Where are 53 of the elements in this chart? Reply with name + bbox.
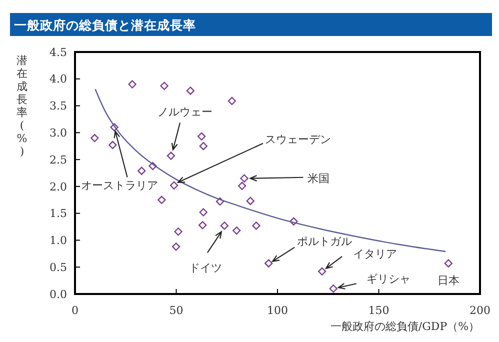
y-axis-title: 潜在成長率(%)	[16, 54, 28, 158]
point	[172, 242, 180, 251]
point	[232, 226, 241, 235]
annotation: 日本	[437, 274, 460, 288]
x-tick-label: 0	[72, 304, 78, 317]
point	[238, 182, 246, 190]
x-tick-label: 200	[470, 304, 490, 317]
point	[240, 174, 248, 182]
annotation: ポルトガル	[297, 235, 352, 248]
point	[246, 196, 254, 206]
annotation: オーストラリア	[80, 179, 158, 192]
point	[174, 228, 182, 236]
y-tick-label: 1.0	[50, 234, 67, 248]
annotation: ドイツ	[188, 262, 222, 275]
point	[318, 267, 326, 276]
annotation: ノルウェー	[157, 106, 212, 119]
point	[252, 222, 260, 230]
point	[90, 134, 99, 142]
point	[186, 86, 195, 95]
point	[329, 284, 338, 293]
annotation: イタリア	[353, 247, 398, 260]
y-tick-label: 3.5	[50, 100, 67, 113]
point	[166, 152, 176, 160]
point	[108, 140, 117, 150]
y-tick-label: 2.0	[50, 180, 67, 194]
y-tick-label: 4.0	[50, 72, 67, 86]
annotation: ギリシャ	[366, 272, 410, 286]
point	[220, 222, 229, 230]
point	[170, 181, 178, 190]
chart-title: 一般政府の総負債と潜在成長率	[14, 18, 196, 32]
point	[138, 166, 146, 175]
x-tick-label: 50	[169, 304, 184, 317]
point	[444, 259, 453, 268]
x-axis-title: 一般政府の総負債/GDP（%）	[330, 320, 480, 333]
y-tick-label: 4.5	[50, 46, 67, 59]
x-tick-label: 150	[368, 304, 390, 317]
point	[199, 208, 208, 216]
y-tick-label: 2.5	[50, 153, 67, 166]
point	[198, 221, 207, 230]
point	[158, 196, 166, 204]
y-tick-label: 0.0	[50, 288, 67, 301]
point	[228, 96, 236, 106]
point	[197, 132, 206, 141]
y-tick-label: 1.5	[50, 207, 67, 220]
point	[160, 82, 168, 90]
x-tick-label: 100	[267, 304, 288, 317]
y-tick-label: 0.5	[50, 260, 67, 274]
point	[128, 80, 136, 88]
point	[199, 142, 208, 150]
annotation: スウェーデン	[265, 133, 332, 146]
y-tick-label: 3.0	[50, 126, 67, 140]
annotation: 米国	[307, 172, 330, 186]
point	[264, 259, 273, 268]
